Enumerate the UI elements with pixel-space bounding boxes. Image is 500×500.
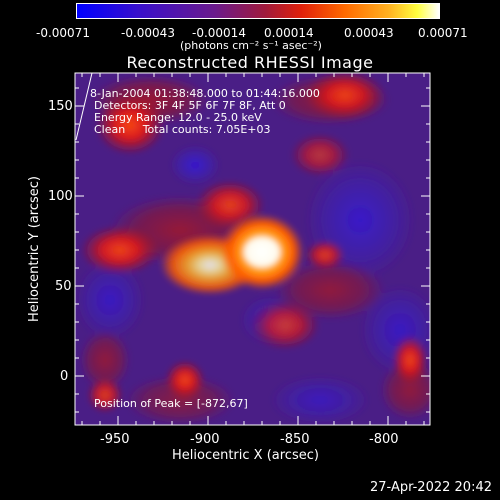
colorbar-units: (photons cm⁻² s⁻¹ asec⁻²) <box>180 39 322 52</box>
page-title: Reconstructed RHESSI Image <box>126 53 374 72</box>
colorbar-tick-label: -0.00043 <box>121 26 175 40</box>
x-tick-label: -850 <box>280 432 310 447</box>
colorbar-tick-label: -0.00014 <box>192 26 246 40</box>
colorbar-tick-label: 0.00014 <box>264 26 314 40</box>
colorbar <box>76 3 440 19</box>
energy-range-text: Energy Range: 12.0 - 25.0 keV <box>94 111 262 124</box>
y-tick-label: 100 <box>48 189 73 204</box>
y-tick-label: 50 <box>55 279 72 294</box>
plot-frame <box>74 72 431 426</box>
time-range-text: 8-Jan-2004 01:38:48.000 to 01:44:16.000 <box>90 87 320 100</box>
peak-position-text: Position of Peak = [-872,67] <box>94 397 248 410</box>
footer-timestamp: 27-Apr-2022 20:42 <box>370 480 492 495</box>
x-axis-ticks <box>81 73 425 425</box>
y-tick-label: 0 <box>60 369 69 384</box>
detectors-text: Detectors: 3F 4F 5F 6F 7F 8F, Att 0 <box>94 99 286 112</box>
x-tick-label: -800 <box>369 432 399 447</box>
clean-counts-text: Clean Total counts: 7.05E+03 <box>94 123 271 136</box>
colorbar-tick-label: 0.00071 <box>418 26 468 40</box>
y-axis-ticks <box>75 87 430 413</box>
y-tick-label: 150 <box>48 99 73 114</box>
colorbar-tick-label: 0.00043 <box>344 26 394 40</box>
x-tick-label: -900 <box>190 432 220 447</box>
y-axis-label: Heliocentric Y (arcsec) <box>27 176 42 322</box>
x-tick-label: -950 <box>100 432 130 447</box>
x-axis-label: Heliocentric X (arcsec) <box>172 448 319 463</box>
image-area <box>75 73 430 425</box>
colorbar-tick-label: -0.00071 <box>36 26 90 40</box>
